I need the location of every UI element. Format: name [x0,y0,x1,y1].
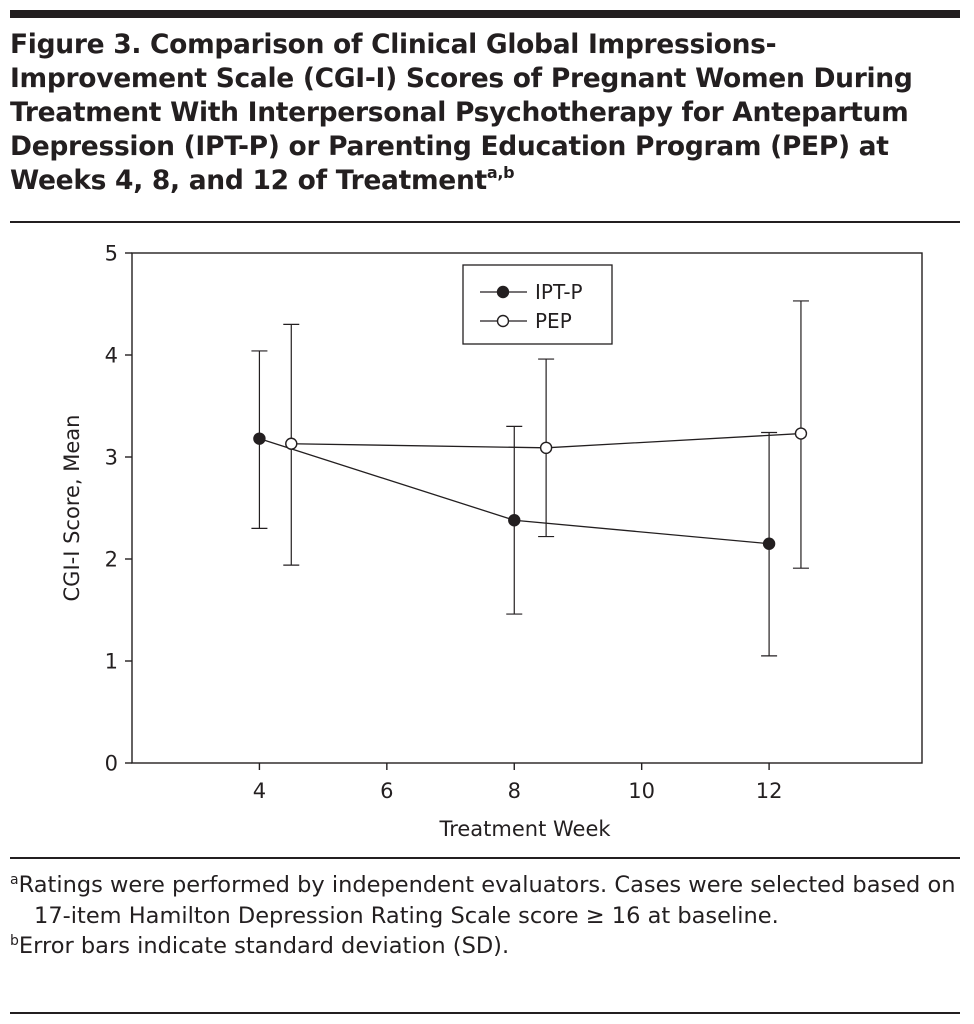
figure-title-superscript: a,b [486,163,515,182]
y-tick-label: 1 [105,650,118,674]
footnote-b: bError bars indicate standard deviation … [10,931,960,962]
legend-box [462,264,613,345]
y-tick-label: 0 [105,752,118,776]
data-point-pep [539,441,553,455]
y-axis-label: CGI-I Score, Mean [60,415,84,602]
y-tick-label: 5 [105,242,118,266]
top-rule [10,10,960,18]
x-tick-label: 8 [508,779,521,803]
legend-label: PEP [535,309,572,333]
legend-marker [496,314,510,328]
figure-title-text: Figure 3. Comparison of Clinical Global … [10,29,913,196]
x-tick-label: 6 [380,779,393,803]
x-tick-label: 10 [628,779,655,803]
footnote-a: aRatings were performed by independent e… [10,870,960,931]
title-rule [10,221,960,223]
y-tick-label: 2 [105,548,118,572]
footnote-a-text: Ratings were performed by independent ev… [18,872,956,929]
data-point-ipt-p [762,537,776,550]
footnote-b-marker: b [10,933,19,949]
data-point-pep [285,437,298,450]
footnote-rule [10,857,960,859]
legend-marker [496,285,510,299]
legend-label: IPT-P [535,280,583,304]
x-tick-label: 4 [253,779,266,803]
data-point-ipt-p [508,514,521,527]
y-tick-label: 3 [105,446,118,470]
x-tick-label: 12 [756,779,783,803]
x-axis-label: Treatment Week [438,817,611,841]
figure-title: Figure 3. Comparison of Clinical Global … [10,28,965,198]
data-point-pep [794,427,808,440]
footnote-a-marker: a [10,872,19,888]
data-point-ipt-p [253,432,266,445]
footnotes: aRatings were performed by independent e… [10,870,960,962]
plot-frame [131,252,923,764]
bottom-rule [10,1012,960,1014]
y-tick-label: 4 [105,344,118,368]
footnote-b-text: Error bars indicate standard deviation (… [18,933,510,959]
